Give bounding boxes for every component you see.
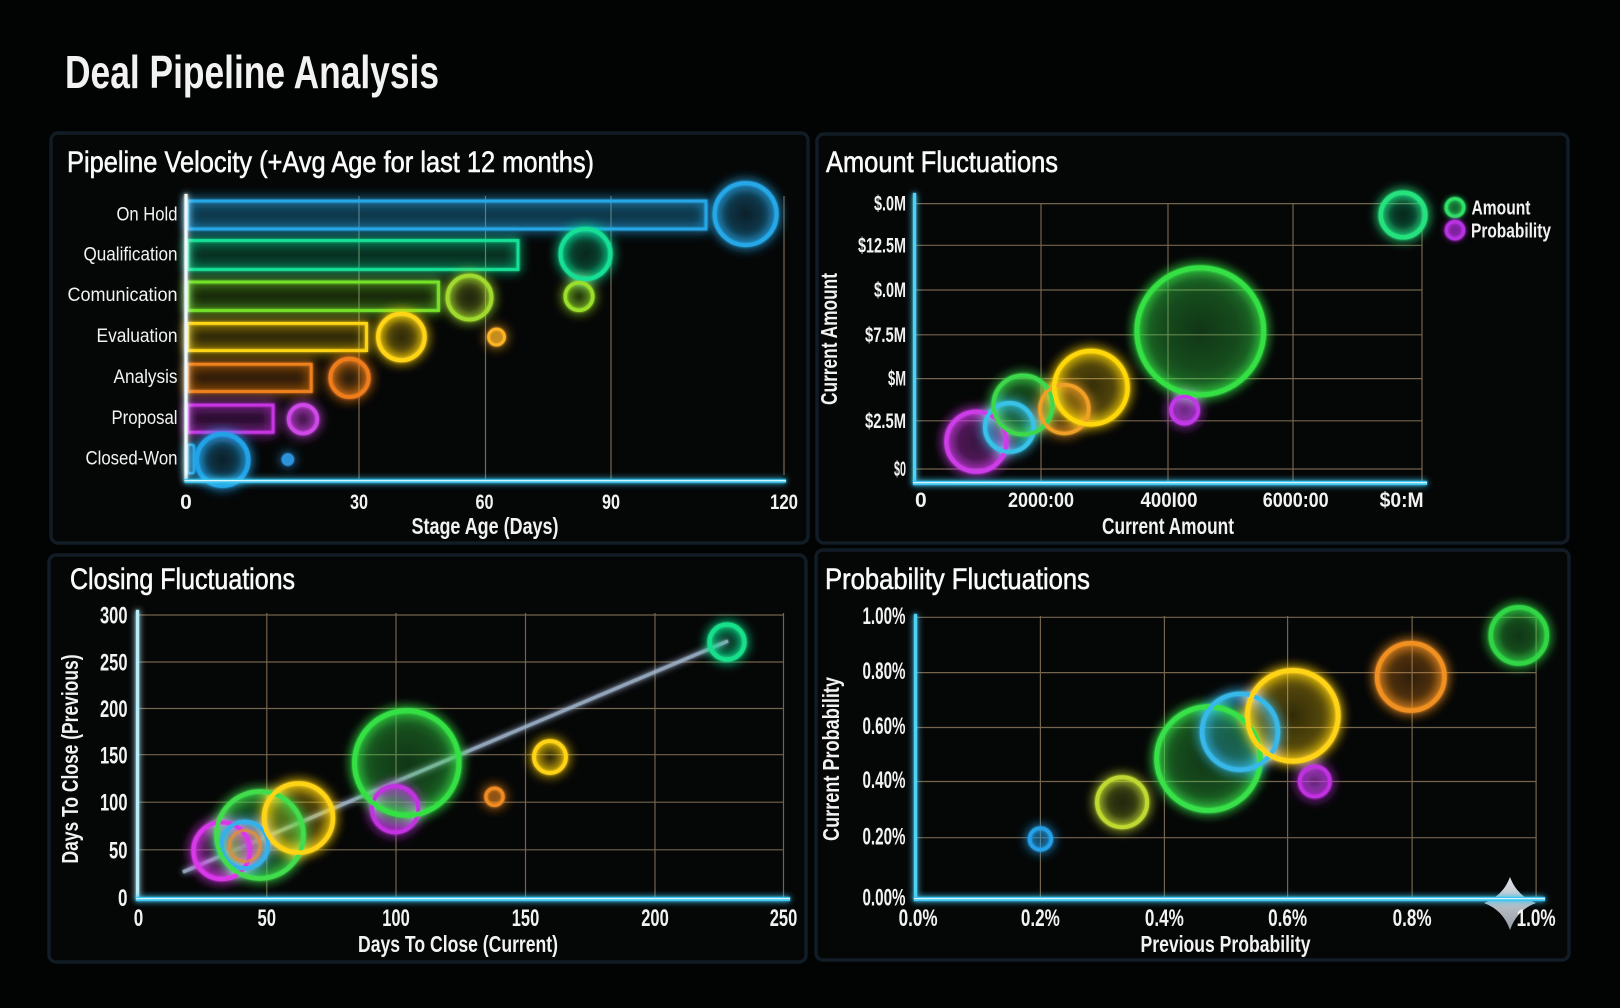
svg-text:Analysis: Analysis	[114, 367, 178, 388]
svg-text:150: 150	[100, 742, 128, 769]
svg-text:$12.5M: $12.5M	[858, 234, 906, 257]
svg-text:$0: $0	[894, 458, 906, 481]
svg-text:$7.5M: $7.5M	[865, 324, 906, 347]
svg-text:1.00%: 1.00%	[863, 603, 906, 630]
svg-text:Current Probability: Current Probability	[818, 677, 844, 841]
svg-text:0.40%: 0.40%	[863, 767, 906, 794]
svg-text:$2.5M: $2.5M	[865, 410, 906, 433]
svg-text:0: 0	[118, 885, 128, 912]
svg-text:Evaluation: Evaluation	[97, 326, 178, 347]
svg-text:0.80%: 0.80%	[863, 658, 906, 685]
svg-text:0.20%: 0.20%	[863, 823, 906, 850]
svg-text:Current Amount: Current Amount	[816, 273, 842, 405]
svg-text:30: 30	[350, 491, 368, 514]
svg-text:2000:00: 2000:00	[1008, 489, 1074, 512]
svg-text:$.0M: $.0M	[874, 279, 906, 302]
svg-text:100: 100	[382, 905, 410, 932]
svg-text:0: 0	[915, 489, 927, 512]
svg-text:250: 250	[770, 905, 798, 932]
svg-text:Days To Close (Previous): Days To Close (Previous)	[57, 655, 83, 864]
svg-text:Closing Fluctuations: Closing Fluctuations	[70, 563, 295, 596]
svg-text:Qualification: Qualification	[84, 245, 178, 266]
svg-text:Previous Probability: Previous Probability	[1141, 931, 1311, 957]
svg-text:100: 100	[100, 790, 128, 817]
svg-text:50: 50	[109, 837, 128, 864]
svg-text:0.60%: 0.60%	[863, 713, 906, 740]
svg-text:250: 250	[100, 650, 128, 677]
svg-text:Amount Fluctuations: Amount Fluctuations	[826, 146, 1058, 179]
svg-text:6000:00: 6000:00	[1263, 489, 1329, 512]
svg-text:Current Amount: Current Amount	[1102, 513, 1234, 539]
svg-text:0.6%: 0.6%	[1268, 905, 1307, 932]
svg-text:200: 200	[100, 696, 128, 723]
svg-text:120: 120	[770, 491, 798, 514]
svg-text:$M: $M	[888, 368, 906, 391]
svg-text:Closed-Won: Closed-Won	[86, 449, 178, 470]
svg-text:0.2%: 0.2%	[1021, 905, 1060, 932]
svg-text:60: 60	[476, 491, 494, 514]
svg-text:1.0%: 1.0%	[1517, 905, 1556, 932]
svg-text:0.4%: 0.4%	[1145, 905, 1184, 932]
svg-text:Comunication: Comunication	[68, 285, 178, 306]
svg-text:0: 0	[134, 905, 144, 932]
svg-text:0.00%: 0.00%	[863, 885, 906, 912]
svg-text:Amount: Amount	[1472, 198, 1531, 220]
svg-text:$0:M: $0:M	[1380, 489, 1424, 512]
svg-text:0.0%: 0.0%	[899, 905, 938, 932]
svg-text:90: 90	[602, 491, 620, 514]
svg-text:Probability Fluctuations: Probability Fluctuations	[825, 563, 1090, 596]
svg-text:0: 0	[180, 491, 192, 514]
svg-text:Days To Close (Current): Days To Close (Current)	[358, 931, 558, 957]
svg-text:400I00: 400I00	[1141, 489, 1198, 512]
svg-text:300: 300	[100, 603, 128, 630]
svg-text:On Hold: On Hold	[117, 205, 178, 226]
svg-text:Proposal: Proposal	[112, 408, 178, 429]
svg-text:Stage Age (Days): Stage Age (Days)	[412, 513, 559, 539]
svg-text:0.8%: 0.8%	[1393, 905, 1432, 932]
svg-text:200: 200	[641, 905, 669, 932]
svg-text:$.0M: $.0M	[874, 193, 906, 216]
svg-text:Deal Pipeline Analysis: Deal Pipeline Analysis	[65, 46, 439, 98]
svg-text:150: 150	[512, 905, 540, 932]
svg-text:Pipeline Velocity (+Avg Age fo: Pipeline Velocity (+Avg Age for last 12 …	[67, 146, 594, 179]
svg-text:50: 50	[258, 905, 277, 932]
svg-text:Probability: Probability	[1471, 221, 1552, 243]
